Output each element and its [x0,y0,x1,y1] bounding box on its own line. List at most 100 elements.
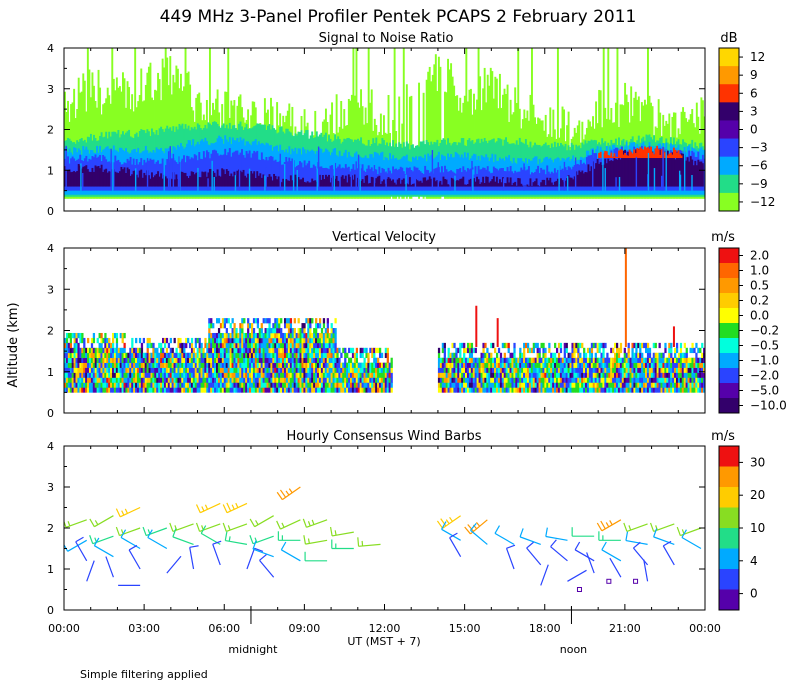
velocity-cell [297,342,300,349]
velocity-cell [355,362,359,368]
velocity-cell [342,387,345,393]
velocity-cell [486,372,489,378]
velocity-cell [229,362,232,368]
velocity-cell [511,367,514,373]
snr-cell [300,162,303,191]
velocity-cell [594,387,597,393]
velocity-cell [146,337,149,344]
velocity-cell [494,372,497,378]
snr-cell [582,173,585,187]
velocity-cell [282,332,285,339]
velocity-cell [492,357,495,363]
snr-cell [643,146,646,159]
velocity-cell [596,357,599,363]
velocity-cell [258,328,261,334]
snr-cell [161,158,164,191]
velocity-cell [301,372,304,378]
velocity-cell [144,367,147,373]
velocity-plot-area [64,248,705,393]
snr-cell [639,147,642,159]
velocity-cell [158,342,161,349]
snr-streak [373,165,376,191]
velocity-cell [229,387,232,393]
snr-cell [410,184,413,187]
velocity-cell [596,382,599,388]
velocity-cell [466,357,470,363]
velocity-cell [320,377,324,383]
velocity-cell [260,352,263,359]
velocity-cell [67,352,71,359]
velocity-cell [623,367,626,373]
velocity-cell [511,372,514,378]
velocity-cell [557,357,561,363]
velocity-cell [69,332,73,339]
snr-streak [472,169,474,191]
snr-cell [520,167,523,191]
velocity-cell [171,367,174,373]
velocity-cell [221,377,225,383]
snr-cell [682,153,685,187]
snr-cell [517,178,520,187]
velocity-cell [285,337,289,344]
velocity-cell [459,367,462,373]
velocity-cell [548,372,551,378]
velocity-cell [104,367,107,373]
snr-cell [121,169,124,187]
velocity-cell [315,332,318,339]
snr-cell [399,183,402,187]
velocity-cell [509,377,512,383]
velocity-cell [544,352,547,359]
velocity-cell [373,352,376,359]
velocity-cell [289,377,293,383]
snr-streak [405,174,407,191]
velocity-cell [276,377,279,383]
velocity-cell [67,362,71,368]
velocity-cell [217,318,221,324]
velocity-cell [351,377,355,383]
velocity-cell [208,332,211,339]
snr-cell [440,184,443,187]
velocity-cell [490,367,493,373]
velocity-cell [437,352,441,359]
velocity-cell [208,367,211,373]
velocity-cell [129,362,132,368]
velocity-cell [571,367,574,373]
velocity-cell [486,352,489,359]
snr-cell [266,160,269,191]
velocity-cell [131,387,134,393]
velocity-cell [555,357,559,363]
snr-cell [76,170,79,187]
snr-cell [244,157,247,191]
velocity-cell [309,387,312,393]
snr-cell [88,171,91,187]
velocity-cell [219,342,223,349]
velocity-cell [463,362,466,368]
velocity-cell [349,347,353,354]
snr-cell [508,182,511,187]
velocity-cell [252,382,256,388]
velocity-cell [98,362,101,368]
velocity-cell [353,377,357,383]
velocity-cell [227,337,230,344]
velocity-cell [297,337,300,344]
velocity-cell [83,367,86,373]
velocity-cell [305,337,308,344]
snr-cell [674,149,677,159]
velocity-cell [225,328,228,334]
velocity-cell [523,362,526,368]
snr-cell [486,176,489,187]
velocity-cell [449,377,452,383]
velocity-cell [94,357,97,363]
velocity-cell [77,377,80,383]
snr-cell [254,178,257,187]
velocity-cell [344,367,347,373]
velocity-cell [482,357,485,363]
velocity-cell [160,387,163,393]
velocity-cell [208,352,211,359]
velocity-cell [324,362,328,368]
velocity-cell [283,323,287,329]
velocity-cell [378,352,382,359]
velocity-cell [311,352,314,359]
velocity-cell [604,357,607,363]
velocity-cell [150,377,153,383]
